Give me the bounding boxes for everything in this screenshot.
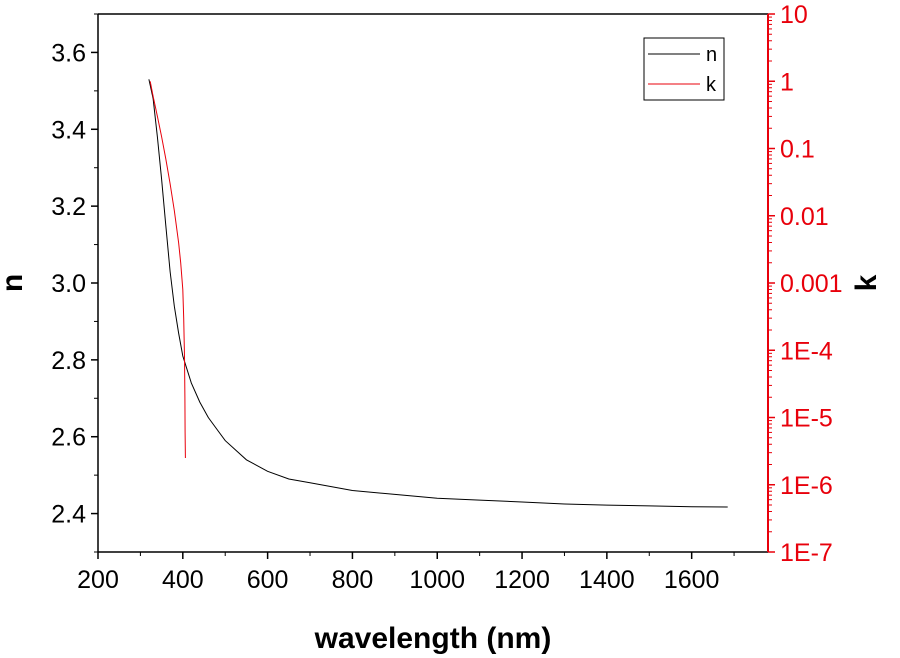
right-tick-label: 1E-5 (780, 405, 833, 433)
right-y-axis: 1E-7 1E-6 1E-5 1E-4 0.001 0.01 0.1 1 10 (768, 1, 843, 567)
left-tick-label: 2.8 (51, 347, 86, 375)
x-tick-label: 1400 (579, 566, 635, 594)
x-tick-label: 1200 (494, 566, 550, 594)
right-tick-label: 0.001 (780, 270, 843, 298)
series-line-k (149, 81, 186, 459)
legend-label-n: n (706, 44, 717, 66)
right-tick-label: 1E-6 (780, 472, 833, 500)
x-tick-label: 600 (247, 566, 289, 594)
right-tick-label: 10 (780, 1, 808, 29)
right-tick-label: 1 (780, 68, 794, 96)
x-tick-label: 200 (77, 566, 119, 594)
right-tick-label: 1E-7 (780, 539, 833, 567)
left-tick-label: 3.4 (51, 116, 86, 144)
series-lines (148, 79, 728, 508)
right-tick-label: 0.01 (780, 203, 829, 231)
right-tick-label: 1E-4 (780, 337, 833, 365)
legend: nk (643, 37, 725, 101)
right-y-axis-title: k (850, 274, 883, 291)
left-tick-label: 3.6 (51, 39, 86, 67)
right-tick-label: 0.1 (780, 136, 815, 164)
x-axis-title: wavelength (nm) (314, 622, 552, 655)
x-tick-label: 1600 (664, 566, 720, 594)
left-tick-label: 3.2 (51, 193, 86, 221)
x-tick-label: 1000 (409, 566, 465, 594)
left-tick-label: 2.6 (51, 424, 86, 452)
x-tick-label: 400 (162, 566, 204, 594)
x-tick-label: 800 (332, 566, 374, 594)
legend-box (643, 37, 725, 101)
left-y-axis-title: n (0, 274, 29, 292)
series-line-n (148, 79, 728, 508)
left-tick-label: 3.0 (51, 270, 86, 298)
left-y-axis: 2.4 2.6 2.8 3.0 3.2 3.4 3.6 (51, 13, 98, 553)
legend-label-k: k (706, 74, 717, 96)
x-axis: 200 400 600 800 1000 1200 1400 1600 (77, 552, 735, 594)
left-tick-label: 2.4 (51, 501, 86, 529)
